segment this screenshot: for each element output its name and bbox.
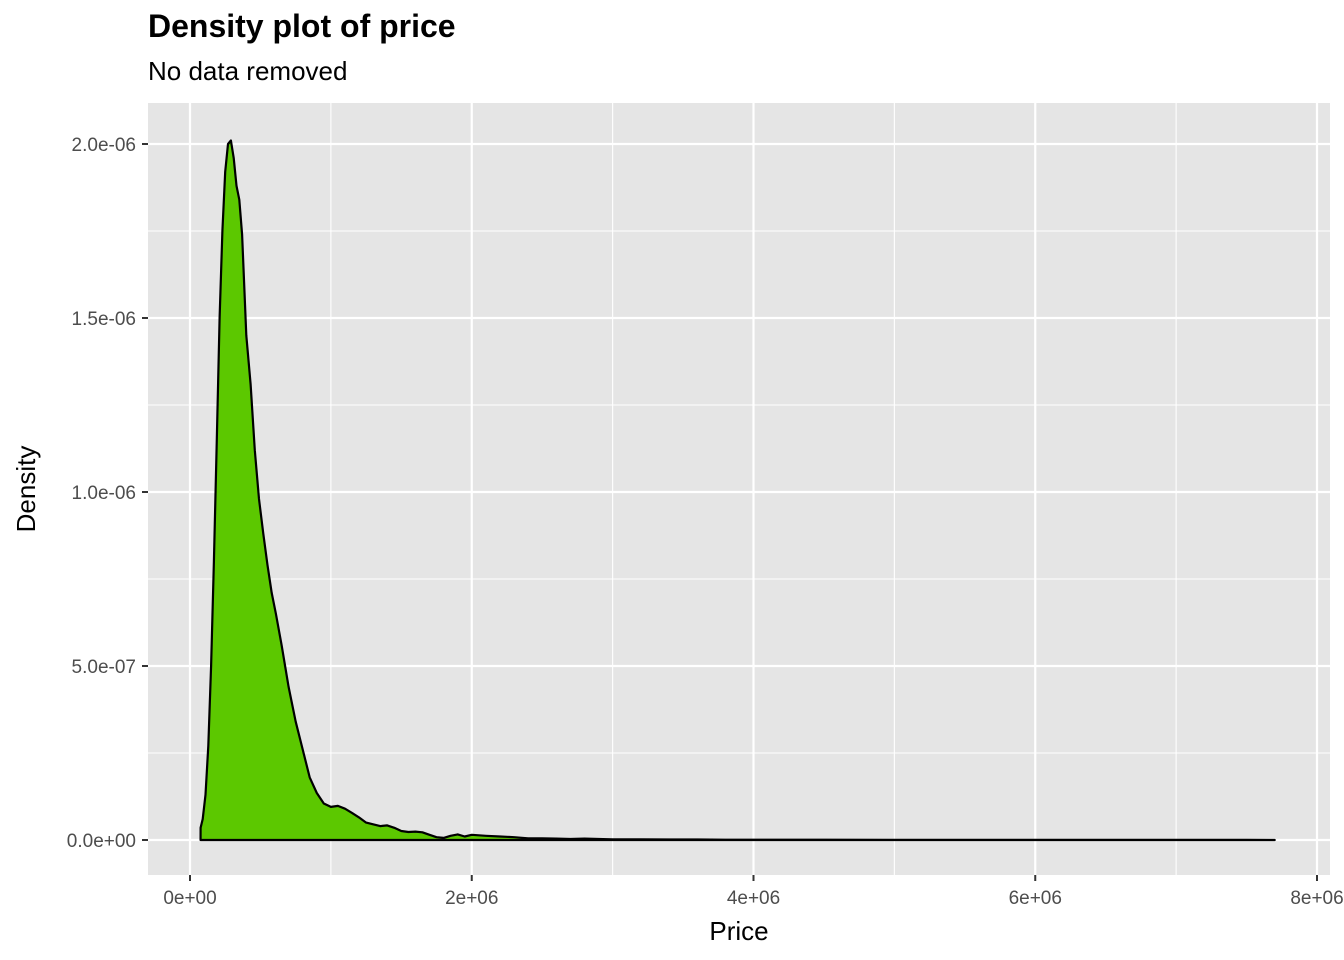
x-tick-label: 6e+06 xyxy=(1009,888,1062,909)
y-tick-label: 2.0e-06 xyxy=(72,135,136,156)
x-tick-label: 2e+06 xyxy=(445,888,498,909)
x-axis-title: Price xyxy=(709,916,768,946)
major-grid xyxy=(148,103,1330,875)
plot-panel xyxy=(148,103,1330,875)
y-tick-label: 5.0e-07 xyxy=(72,657,136,678)
chart-subtitle: No data removed xyxy=(148,56,348,86)
x-tick-label: 8e+06 xyxy=(1290,888,1343,909)
y-axis-title: Density xyxy=(11,446,41,533)
y-tick-label: 1.0e-06 xyxy=(72,483,136,504)
y-tick-label: 0.0e+00 xyxy=(67,831,136,852)
x-tick-label: 0e+00 xyxy=(163,888,216,909)
chart-title: Density plot of price xyxy=(148,8,456,44)
axis-ticks xyxy=(142,143,1318,881)
y-tick-label: 1.5e-06 xyxy=(72,309,136,330)
minor-grid xyxy=(148,103,1330,875)
y-tick-labels: 0.0e+00 5.0e-07 1.0e-06 1.5e-06 2.0e-06 xyxy=(67,135,136,852)
x-tick-labels: 0e+00 2e+06 4e+06 6e+06 8e+06 xyxy=(163,888,1343,909)
x-tick-label: 4e+06 xyxy=(727,888,780,909)
density-area xyxy=(199,139,1276,842)
